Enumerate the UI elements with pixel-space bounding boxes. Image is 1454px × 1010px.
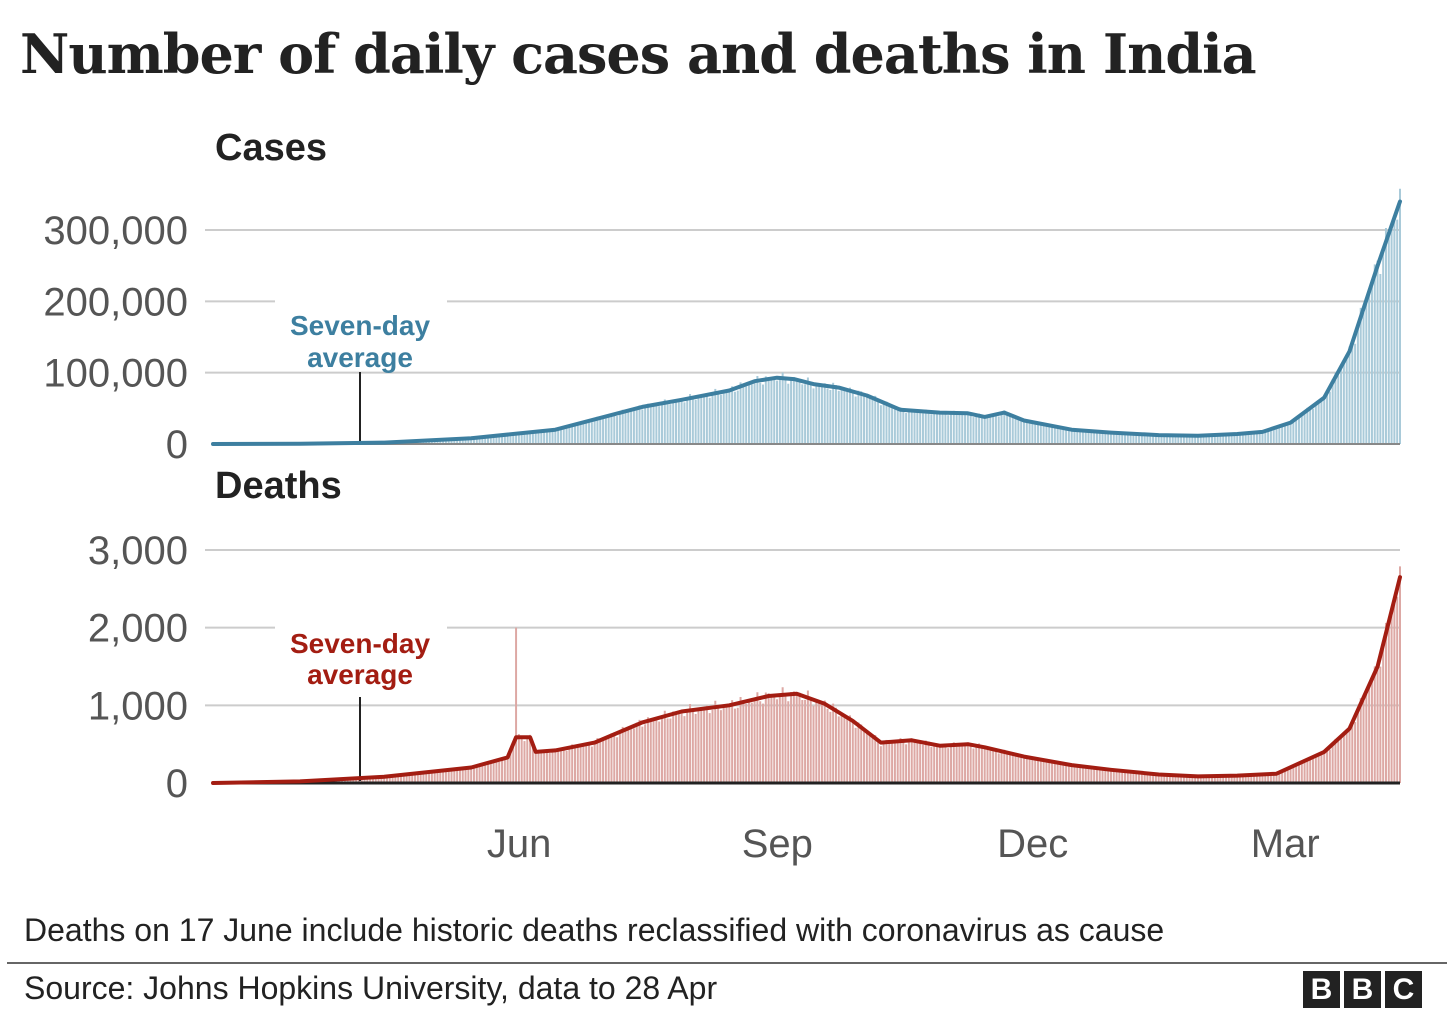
annotation-label: average	[307, 659, 413, 690]
x-tick-label: Dec	[997, 822, 1068, 866]
annotation-label: Seven-day	[290, 310, 430, 341]
x-tick-label: Sep	[742, 822, 813, 866]
footer-divider	[7, 962, 1447, 964]
x-tick-label: Jun	[487, 822, 552, 866]
y-tick-label: 100,000	[43, 352, 188, 396]
annotation-label: average	[307, 342, 413, 373]
chart-title: Number of daily cases and deaths in Indi…	[20, 22, 1257, 86]
y-tick-label: 3,000	[88, 529, 188, 573]
bbc-logo-letter: B	[1344, 971, 1381, 1008]
panel-title: Deaths	[215, 465, 342, 507]
bbc-logo: B B C	[1303, 971, 1422, 1008]
y-tick-label: 2,000	[88, 607, 188, 651]
y-tick-label: 300,000	[43, 209, 188, 253]
annotation-halo	[275, 609, 447, 689]
seven-day-average-line	[211, 575, 1402, 785]
chart-footnote: Deaths on 17 June include historic death…	[24, 912, 1165, 948]
y-tick-label: 0	[166, 762, 188, 806]
y-tick-label: 0	[166, 423, 188, 467]
bbc-logo-letter: B	[1303, 971, 1340, 1008]
chart-source: Source: Johns Hopkins University, data t…	[24, 970, 718, 1006]
annotation-label: Seven-day	[290, 628, 430, 659]
panel-title: Cases	[215, 127, 327, 169]
x-tick-label: Mar	[1251, 822, 1320, 866]
annotation-halo	[275, 291, 447, 371]
bbc-logo-letter: C	[1385, 971, 1422, 1008]
seven-day-average-line	[211, 199, 1402, 446]
chart-canvas: Cases0100,000200,000300,000Seven-dayaver…	[43, 127, 1402, 866]
y-tick-label: 1,000	[88, 684, 188, 728]
y-tick-label: 200,000	[43, 280, 188, 324]
